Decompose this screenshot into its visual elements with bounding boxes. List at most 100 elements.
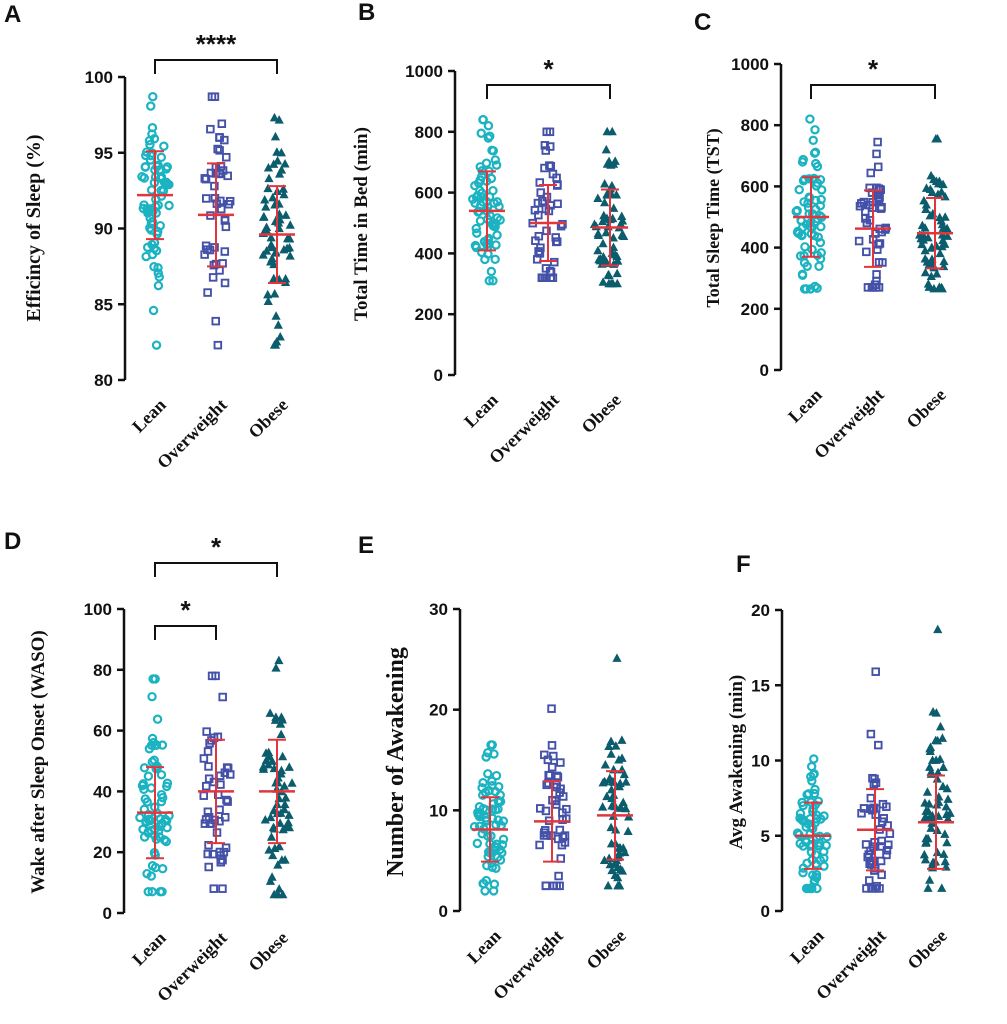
data-point-obese (270, 131, 281, 141)
y-tick-label: 30 (429, 600, 448, 619)
y-tick-label: 90 (94, 220, 113, 239)
data-point-lean (484, 192, 495, 202)
data-point-obese (617, 211, 627, 221)
data-point-lean (490, 155, 501, 165)
data-point-obese (281, 274, 291, 283)
data-point-obese (598, 277, 608, 286)
data-point-obese (593, 193, 603, 203)
data-point-lean (481, 752, 491, 762)
data-point-lean (490, 805, 501, 815)
data-point-lean (487, 219, 497, 229)
data-point-lean (472, 228, 482, 238)
y-tick-label: 15 (751, 676, 770, 695)
data-point-obese (275, 332, 285, 341)
significance-bracket (154, 59, 278, 74)
data-point-overweight (204, 762, 213, 771)
data-point-lean (137, 780, 148, 791)
data-point-lean (152, 761, 162, 771)
data-point-lean (153, 263, 163, 273)
data-point-lean (496, 820, 506, 831)
data-point-lean (147, 861, 158, 871)
data-point-lean (154, 272, 164, 282)
data-point-obese (285, 251, 295, 260)
data-point-obese (261, 222, 272, 231)
data-point-overweight (861, 207, 870, 216)
data-point-overweight (216, 780, 225, 789)
data-point-overweight (869, 780, 879, 789)
data-point-overweight (220, 247, 230, 256)
data-point-overweight (555, 788, 564, 797)
data-point-lean (143, 771, 154, 781)
data-point-overweight (223, 797, 232, 806)
data-point-obese (942, 783, 952, 793)
data-point-obese (620, 847, 630, 857)
data-point-lean (159, 141, 169, 151)
data-point-lean (470, 198, 480, 208)
data-point-obese (604, 270, 614, 280)
data-point-obese (600, 197, 610, 207)
data-point-lean (814, 261, 824, 272)
data-point-lean (794, 185, 804, 195)
data-point-obese (277, 855, 287, 864)
data-point-obese (941, 801, 951, 811)
data-point-overweight (866, 168, 876, 178)
data-point-overweight (217, 119, 227, 128)
data-point-overweight (222, 795, 231, 805)
data-point-lean (801, 284, 811, 294)
data-point-lean (797, 815, 807, 825)
data-point-overweight (204, 862, 213, 872)
data-point-lean (148, 305, 159, 316)
data-point-overweight (535, 840, 544, 850)
y-tick-label: 20 (429, 701, 448, 720)
data-point-overweight (541, 881, 551, 891)
data-point-overweight (209, 733, 219, 743)
data-point-lean (810, 125, 820, 135)
data-point-obese (920, 245, 930, 255)
data-point-overweight (877, 842, 887, 851)
data-point-obese (920, 223, 930, 232)
data-point-obese (612, 268, 622, 278)
panel-c: C 0 200 400 600 800 1000 Total Sleep Time (TST)… (694, 9, 953, 462)
data-point-obese (932, 847, 942, 857)
data-point-lean (477, 188, 487, 198)
data-point-lean (163, 179, 173, 190)
data-point-overweight (862, 218, 872, 228)
data-point-obese (920, 798, 930, 807)
data-point-overweight (215, 146, 224, 155)
data-point-overweight (535, 249, 545, 258)
data-point-lean (800, 242, 810, 252)
data-point-lean (480, 886, 490, 896)
data-point-obese (267, 756, 277, 765)
y-axis-label: Total Time in Bed (min) (351, 127, 372, 321)
data-point-obese (260, 814, 270, 824)
data-point-overweight (555, 825, 565, 835)
data-point-obese (937, 883, 947, 892)
data-point-lean (491, 240, 501, 250)
data-point-obese (927, 811, 938, 820)
category-label-lean: Lean (784, 385, 826, 427)
data-point-lean (155, 887, 165, 897)
data-point-overweight (541, 264, 551, 273)
data-point-lean (815, 237, 826, 248)
data-point-lean (148, 674, 158, 684)
significance-bracket (154, 625, 217, 640)
y-tick-label: 40 (93, 782, 112, 801)
data-point-lean (483, 133, 494, 143)
data-point-lean (808, 135, 818, 146)
data-point-lean (146, 871, 156, 881)
data-point-overweight (876, 856, 886, 866)
data-point-lean (492, 230, 502, 240)
data-point-lean (149, 134, 160, 144)
data-point-overweight (548, 169, 558, 179)
data-point-obese (272, 147, 282, 156)
data-point-overweight (552, 771, 562, 781)
data-point-obese (609, 203, 619, 212)
data-point-lean (486, 266, 497, 277)
data-point-obese (266, 832, 277, 841)
data-point-overweight (206, 124, 215, 134)
data-point-obese (935, 721, 946, 731)
significance-bracket (154, 562, 278, 577)
data-point-lean (809, 769, 819, 779)
data-point-lean (807, 244, 817, 255)
